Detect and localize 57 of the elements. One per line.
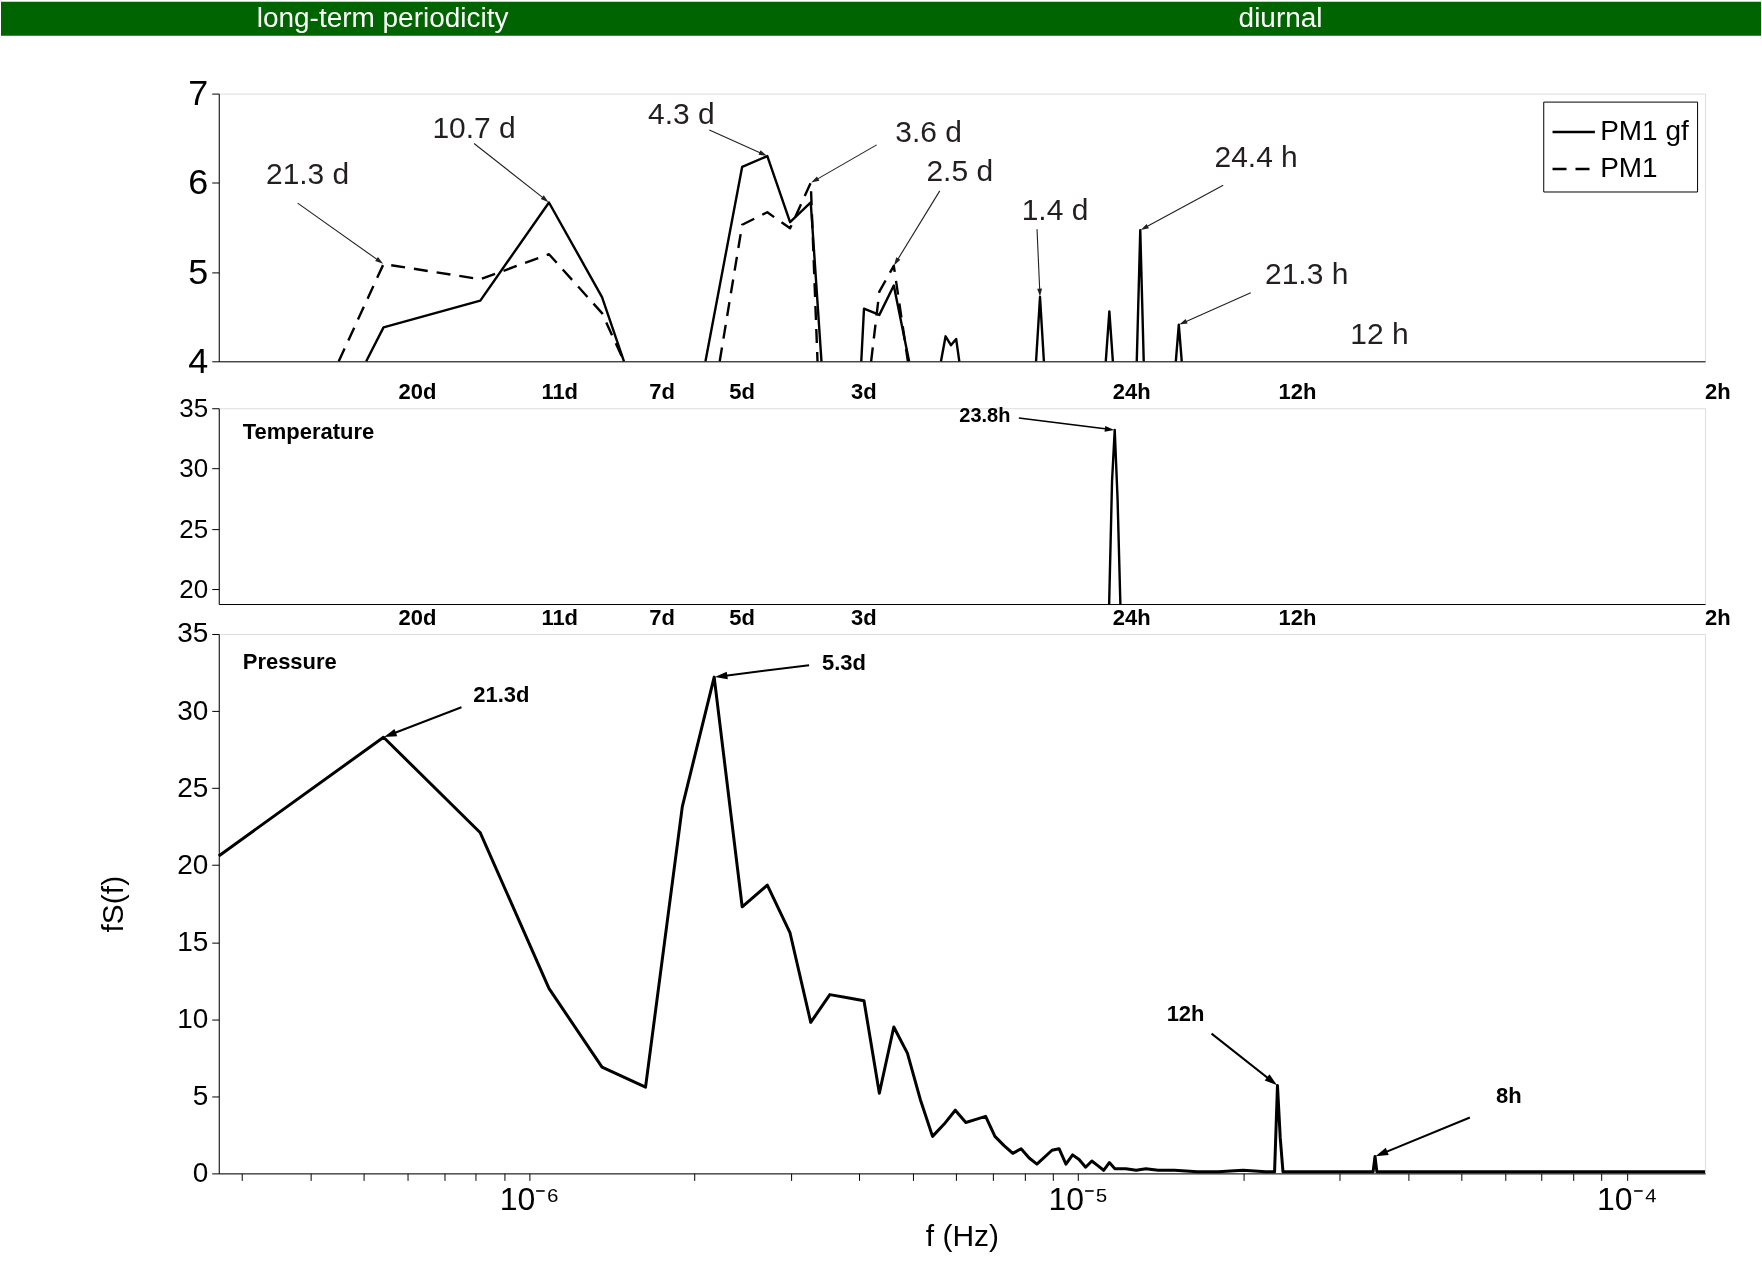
annotation: 1.4 d	[1021, 193, 1089, 227]
text: 11d	[541, 605, 579, 630]
y-tick-label: 20	[177, 848, 209, 880]
x-axis-title: f (Hz)	[925, 1218, 1000, 1252]
text: 7d	[649, 379, 675, 405]
y-tick-label: 15	[177, 925, 209, 957]
annotation: 21.3d	[473, 682, 530, 708]
y-tick-label: 25	[177, 771, 209, 803]
annotation: 12h	[1166, 1000, 1205, 1026]
y-tick-label: 5	[188, 250, 209, 292]
text: 12h	[1278, 379, 1317, 405]
annotation: 3.6 d	[895, 114, 962, 148]
text: 12h	[1278, 605, 1317, 630]
y-tick-label: 4	[188, 339, 209, 381]
text: 24h	[1112, 605, 1151, 630]
x-tick-label: 10⁻⁴	[1597, 1180, 1658, 1217]
y-tick-label: 35	[177, 617, 209, 649]
y-tick-label: 25	[179, 513, 209, 544]
text: 2h	[1705, 605, 1731, 630]
y-tick-label: 7	[188, 72, 209, 114]
text: 5d	[729, 605, 755, 630]
text: 20d	[398, 379, 437, 405]
text: 7d	[649, 605, 675, 630]
annotation: 23.8h	[959, 404, 1011, 427]
text: diurnal	[1238, 1, 1323, 33]
y-axis-title: fS(f)	[96, 875, 130, 933]
annotation: 10.7 d	[432, 110, 516, 144]
annotation: 21.3 h	[1265, 256, 1349, 290]
annotation: 12 h	[1350, 317, 1409, 351]
text: 3d	[851, 605, 877, 630]
annotation: 5.3d	[822, 650, 867, 676]
y-tick-label: 10	[177, 1002, 209, 1034]
annotation: 2.5 d	[926, 153, 994, 187]
text: 24h	[1112, 379, 1151, 405]
legend-label: PM1 gf	[1600, 115, 1689, 147]
annotation: Temperature	[242, 419, 375, 445]
y-tick-label: 6	[188, 161, 209, 203]
text: 5d	[729, 379, 755, 405]
y-tick-label: 30	[177, 694, 209, 726]
text: 2h	[1705, 379, 1731, 405]
annotation: 24.4 h	[1214, 140, 1298, 174]
text: 11d	[541, 379, 579, 405]
text: long-term periodicity	[256, 1, 509, 33]
legend-label: PM1	[1600, 152, 1658, 184]
y-tick-label: 20	[179, 574, 209, 605]
y-tick-label: 35	[179, 392, 209, 423]
annotation: 4.3 d	[648, 97, 715, 131]
annotation: 21.3 d	[265, 157, 350, 191]
y-tick-label: 5	[192, 1079, 209, 1111]
annotation: 8h	[1496, 1083, 1522, 1109]
text: 20d	[398, 605, 437, 630]
annotation: Pressure	[242, 648, 337, 674]
x-tick-label: 10⁻⁵	[1048, 1180, 1109, 1217]
y-tick-label: 30	[179, 453, 209, 484]
y-tick-label: 0	[192, 1156, 209, 1188]
text: 3d	[851, 379, 877, 405]
x-tick-label: 10⁻⁶	[499, 1180, 560, 1217]
